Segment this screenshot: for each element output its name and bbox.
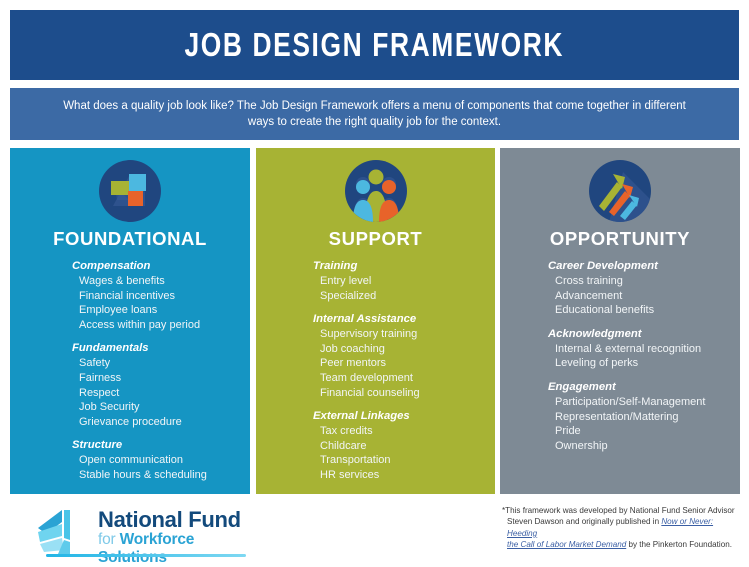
citation-prefix: Steven Dawson and originally published i… (507, 517, 662, 527)
list-item: Job coaching (320, 342, 385, 355)
logo-line-1: National Fund (98, 507, 241, 532)
list-item: Respect (79, 386, 120, 399)
group-title: Training (313, 260, 358, 272)
column-heading-opportunity: OPPORTUNITY (549, 228, 691, 249)
logo-for-text: for (98, 531, 120, 548)
list-item: Representation/Mattering (555, 410, 679, 423)
list-item: Open communication (79, 454, 183, 467)
column-foundational: FOUNDATIONAL Compensation Wages & benefi… (10, 148, 250, 494)
group-items: Cross training Advancement Educational b… (548, 274, 740, 318)
group-acknowledgment: Acknowledgment Internal & external recog… (548, 327, 740, 371)
list-item: Participation/Self-Management (555, 395, 706, 408)
three-people-icon-art (352, 169, 399, 222)
citation-line-3: the Call of Labor Market Demand by the P… (502, 539, 740, 550)
list-item: Stable hours & scheduling (79, 468, 207, 481)
list-item: Transportation (320, 454, 391, 467)
group-compensation: Compensation Wages & benefits Financial … (72, 259, 250, 332)
group-structure: Structure Open communication Stable hour… (72, 438, 250, 482)
group-career-development: Career Development Cross training Advanc… (548, 259, 740, 318)
logo-wfs-text: Workforce Solutions (98, 531, 195, 566)
logo-underline (46, 554, 246, 557)
group-title: Internal Assistance (313, 313, 417, 326)
group-title: Career Development (548, 260, 658, 272)
group-items: Open communication Stable hours & schedu… (72, 453, 250, 482)
group-items: Participation/Self-Management Representa… (548, 395, 740, 453)
list-item: Advancement (555, 289, 623, 302)
group-title: Compensation (72, 260, 151, 272)
citation-note: *This framework was developed by Nationa… (502, 505, 740, 551)
list-item: Wages & benefits (79, 275, 165, 287)
publication-link-part2[interactable]: the Call of Labor Market Demand (507, 540, 627, 550)
list-item: Financial counseling (320, 386, 420, 399)
group-list-foundational: Compensation Wages & benefits Financial … (10, 259, 250, 483)
group-engagement: Engagement Participation/Self-Management… (548, 380, 740, 453)
group-title: Structure (72, 439, 123, 452)
column-opportunity: OPPORTUNITY Career Development Cross tra… (500, 148, 740, 494)
group-title: External Linkages (313, 410, 410, 423)
list-item: Entry level (320, 275, 372, 287)
logo-line-2: for Workforce Solutions (98, 531, 246, 567)
group-items: Entry level Specialized (313, 274, 495, 303)
group-items: Wages & benefits Financial incentives Em… (72, 274, 250, 332)
list-item: Educational benefits (555, 304, 655, 317)
three-arrows-up-icon-art (599, 172, 651, 222)
list-item: Childcare (320, 439, 367, 452)
group-items: Safety Fairness Respect Job Security Gri… (72, 356, 250, 429)
list-item: Team development (320, 371, 413, 384)
group-title: Engagement (548, 380, 616, 393)
citation-line-1: *This framework was developed by Nationa… (502, 506, 735, 515)
list-item: Tax credits (320, 425, 373, 438)
list-item: Financial incentives (79, 289, 175, 302)
column-heading-support: SUPPORT (328, 228, 423, 249)
list-item: Pride (555, 425, 581, 438)
list-item: Job Security (79, 401, 140, 414)
list-item: Safety (79, 357, 111, 370)
subtitle-band: What does a quality job look like? The J… (10, 88, 739, 140)
group-training: Training Entry level Specialized (313, 259, 495, 303)
footer: National Fund for Workforce Solutions *T… (0, 498, 749, 566)
citation-suffix: by the Pinkerton Foundation. (626, 540, 732, 550)
list-item: Access within pay period (79, 318, 201, 331)
group-items: Tax credits Childcare Transportation HR … (313, 424, 495, 482)
list-item: Fairness (79, 371, 122, 384)
list-item: Cross training (555, 275, 623, 287)
list-item: Employee loans (79, 304, 158, 317)
three-squares-icon (99, 160, 161, 222)
group-external-linkages: External Linkages Tax credits Childcare … (313, 409, 495, 482)
group-items: Supervisory training Job coaching Peer m… (313, 327, 495, 400)
three-squares-icon-art (111, 174, 146, 206)
fan-logo-icon (38, 510, 70, 554)
group-title: Fundamentals (72, 342, 149, 355)
group-fundamentals: Fundamentals Safety Fairness Respect Job… (72, 341, 250, 429)
publication-link-part1[interactable]: Now or Never: Heeding (507, 517, 714, 538)
list-item: Grievance procedure (79, 415, 182, 428)
group-internal-assistance: Internal Assistance Supervisory training… (313, 312, 495, 400)
subtitle-text: What does a quality job look like? The J… (63, 100, 686, 128)
three-people-icon (344, 160, 407, 222)
group-items: Internal & external recognition Leveling… (548, 342, 740, 371)
list-item: Peer mentors (320, 357, 387, 370)
group-title: Acknowledgment (548, 327, 642, 340)
three-arrows-up-icon (589, 160, 651, 222)
logo-wordmark: National Fund for Workforce Solutions (98, 508, 246, 567)
group-list-support: Training Entry level Specialized Interna… (256, 259, 495, 483)
page-title: JOB DESIGN FRAMEWORK (184, 26, 565, 63)
list-item: Leveling of perks (555, 357, 639, 370)
list-item: Specialized (320, 289, 377, 302)
citation-line-2: Steven Dawson and originally published i… (502, 516, 740, 539)
list-item: Ownership (555, 439, 608, 452)
title-band: JOB DESIGN FRAMEWORK (10, 10, 739, 80)
column-heading-foundational: FOUNDATIONAL (53, 228, 207, 249)
list-item: Internal & external recognition (555, 342, 702, 355)
national-fund-logo: National Fund for Workforce Solutions (36, 506, 246, 566)
list-item: HR services (320, 468, 380, 481)
group-list-opportunity: Career Development Cross training Advanc… (500, 259, 740, 453)
column-support: SUPPORT Training Entry level Specialized… (256, 148, 495, 494)
list-item: Supervisory training (320, 328, 418, 341)
